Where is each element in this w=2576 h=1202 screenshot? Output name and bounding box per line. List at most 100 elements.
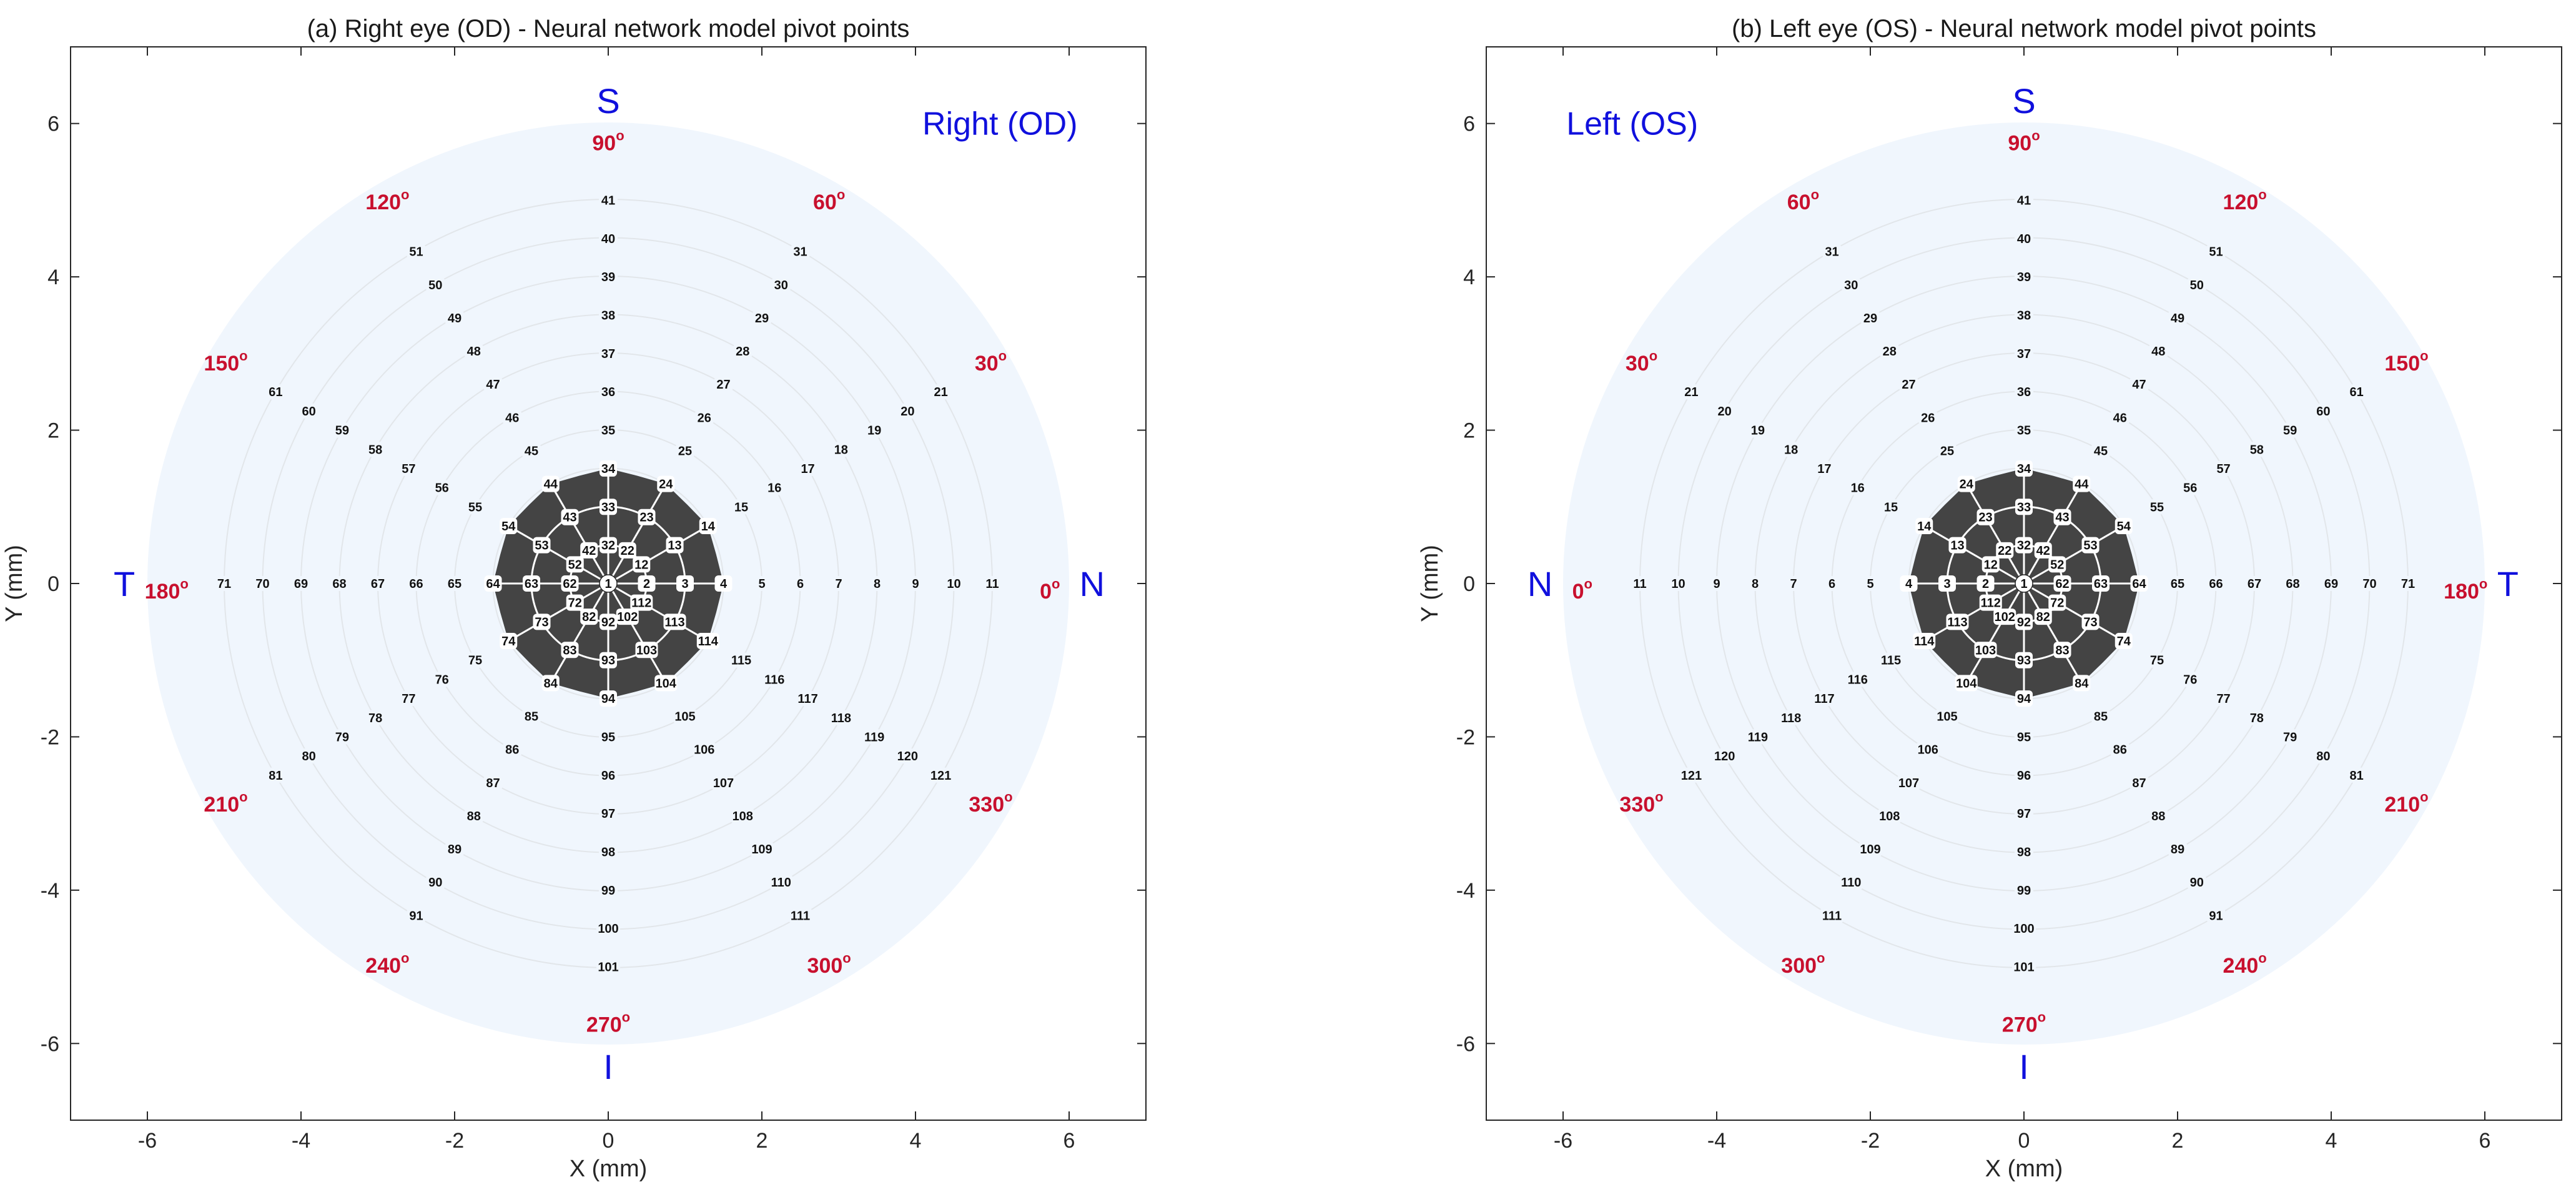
direction-label-bottom: I (2019, 1047, 2029, 1086)
pivot-point-label: 65 (2171, 577, 2184, 591)
pivot-point-label: 15 (1884, 500, 1898, 514)
angle-label-180: 180o (145, 576, 189, 603)
pivot-marker (1996, 542, 2014, 559)
x-tick-label: -6 (1554, 1129, 1572, 1153)
pivot-point-label: 50 (2190, 279, 2204, 292)
pivot-point-label: 70 (255, 577, 269, 591)
pivot-marker (1822, 244, 1842, 259)
pivot-marker (711, 775, 736, 790)
pivot-marker (2247, 710, 2266, 725)
pivot-point-label: 53 (2083, 539, 2097, 553)
degree-mark: o (1655, 789, 1663, 805)
pivot-marker (732, 499, 751, 515)
pivot-point-label: 88 (467, 810, 481, 823)
pivot-marker (368, 576, 387, 591)
pivot-marker (432, 672, 452, 687)
pivot-marker (2110, 742, 2129, 757)
pivot-marker (1981, 556, 2000, 573)
pivot-point-label: 99 (2017, 884, 2031, 898)
pivot-marker (865, 422, 884, 438)
pivot-point-label: 60 (2316, 405, 2330, 419)
pivot-point-label: 85 (525, 710, 538, 724)
pivot-marker (692, 742, 716, 757)
eye-label: Left (OS) (1566, 106, 1698, 142)
pivot-point-label: 83 (2055, 643, 2069, 657)
pivot-point-label: 10 (1671, 577, 1685, 591)
pivot-point-label: 17 (801, 462, 814, 476)
pivot-marker (1839, 875, 1863, 890)
pivot-marker (657, 475, 675, 492)
pivot-marker (2281, 729, 2300, 745)
pivot-marker (896, 748, 920, 764)
pivot-point-label: 61 (2349, 385, 2363, 399)
pivot-point-label: 113 (664, 615, 684, 629)
pivot-point-label: 79 (2283, 730, 2297, 744)
x-tick-label: -6 (138, 1129, 157, 1153)
pivot-point-label: 41 (601, 194, 615, 207)
pivot-marker (2015, 613, 2033, 630)
pivot-point-label: 88 (2151, 810, 2165, 823)
angle-value: 60 (1787, 191, 1811, 214)
pivot-point-label: 14 (701, 520, 716, 534)
pivot-point-label: 113 (1947, 615, 1967, 629)
pivot-marker (676, 443, 694, 459)
pivot-marker (299, 403, 318, 419)
pivot-point-label: 82 (2036, 610, 2050, 624)
pivot-point-label: 117 (797, 692, 817, 706)
pivot-marker (1848, 480, 1867, 495)
degree-mark: o (842, 950, 851, 966)
pivot-marker (399, 460, 418, 476)
pivot-marker (1858, 842, 1882, 857)
pivot-marker (944, 576, 964, 591)
pivot-point-label: 76 (435, 673, 449, 687)
pivot-point-label: 19 (1751, 424, 1765, 438)
pivot-point-label: 72 (2050, 597, 2064, 610)
pivot-point-label: 58 (368, 443, 382, 457)
pivot-point-label: 6 (1828, 577, 1835, 591)
pivot-marker (2130, 575, 2148, 592)
chart-title: (b) Left eye (OS) - Neural network model… (1732, 15, 2316, 42)
pivot-point-label: 71 (2401, 577, 2415, 591)
pivot-point-label: 29 (1863, 312, 1877, 325)
direction-label-left: N (1527, 564, 1552, 603)
pivot-point-label: 69 (2324, 577, 2338, 591)
y-tick-label: 0 (47, 572, 59, 596)
pivot-marker (1631, 576, 1649, 591)
pivot-marker (2015, 652, 2033, 668)
pivot-point-label: 70 (2362, 577, 2376, 591)
pivot-marker (2347, 384, 2366, 400)
pivot-point-label: 73 (535, 615, 548, 629)
pivot-point-label: 11 (985, 577, 999, 591)
y-tick-label: 4 (47, 266, 59, 289)
pivot-marker (788, 908, 812, 923)
pivot-point-label: 34 (2017, 462, 2031, 476)
angle-value: 330 (1619, 793, 1655, 817)
pivot-marker (1861, 576, 1880, 591)
pivot-marker (1822, 576, 1842, 591)
pivot-point-label: 38 (2017, 309, 2031, 323)
pivot-marker (600, 460, 617, 477)
angle-value: 0 (1572, 580, 1584, 603)
pivot-marker (599, 269, 618, 285)
pivot-point-label: 15 (734, 500, 748, 514)
core-spoke (608, 582, 709, 642)
pivot-marker (753, 310, 771, 325)
degree-mark: o (401, 950, 409, 966)
pivot-marker (2206, 576, 2226, 591)
pivot-point-label: 46 (505, 411, 519, 425)
pivot-marker (600, 613, 617, 630)
pivot-point-label: 48 (2151, 345, 2165, 359)
pivot-marker (541, 675, 560, 692)
pivot-marker (791, 244, 810, 259)
pivot-point-label: 19 (867, 424, 881, 438)
pivot-point-label: 83 (563, 643, 576, 657)
pivot-point-label: 64 (2132, 577, 2146, 591)
pivot-marker (2012, 921, 2036, 936)
pivot-marker (983, 576, 1002, 591)
pivot-point-label: 55 (468, 500, 482, 514)
pivot-point-label: 101 (598, 961, 618, 975)
pivot-point-label: 25 (1940, 444, 1954, 458)
pivot-point-label: 43 (563, 511, 576, 525)
